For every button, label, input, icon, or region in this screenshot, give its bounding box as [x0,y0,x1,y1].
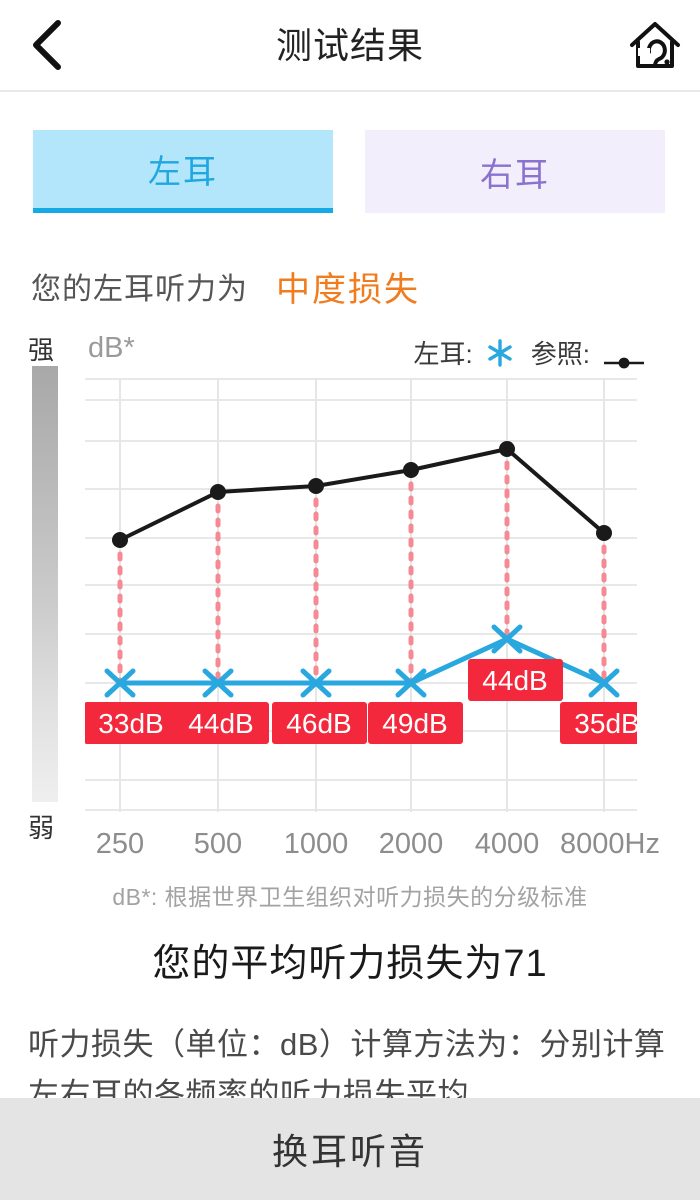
value-badges: 33dB 44dB 46dB 49dB [85,659,637,744]
intensity-gradient-bar [32,366,58,802]
home-ear-icon [630,22,680,68]
value-badge-label: 46dB [286,708,351,739]
back-button[interactable] [16,14,78,76]
left-ear-series-points [104,624,620,698]
value-badge: 35dB [560,702,637,744]
chevron-left-icon [33,20,61,70]
app-header: 测试结果 [0,0,700,92]
chart-footnote: dB*: 根据世界卫生组织对听力损失的分级标准 [112,884,588,910]
audiogram-chart: 强 弱 dB* 左耳: 参照: [0,330,700,910]
y-axis-unit-label: dB* [88,332,135,364]
tab-left-ear[interactable]: 左耳 [33,130,333,213]
tab-right-ear[interactable]: 右耳 [365,130,665,213]
value-badge-label: 44dB [188,708,253,739]
x-tick-500: 500 [193,828,243,860]
tab-right-ear-label: 右耳 [480,155,550,193]
reference-series-points [112,441,612,548]
value-badge: 44dB [468,659,563,701]
result-summary: 您的左耳听力为 中度损失 [0,258,700,314]
dot-line-marker-icon [602,346,646,368]
asterisk-marker-icon [485,338,515,368]
average-loss-text: 您的平均听力损失为71 [152,943,548,985]
drop-lines [117,446,607,686]
axis-label-strong: 强 [28,335,55,365]
vertical-gridlines [119,378,605,812]
switch-ear-button[interactable]: 换耳听音 [0,1098,700,1200]
result-value: 中度损失 [276,270,420,309]
ear-tabs: 左耳 右耳 [0,92,700,232]
x-tick-4000: 4000 [474,828,540,860]
legend-ref-label: 参照: [530,339,590,369]
chart-plot-area: 33dB 44dB 46dB 49dB [85,378,637,812]
value-badge: 44dB [174,702,269,744]
value-badge-label: 33dB [98,708,163,739]
chart-x-axis: 250 500 1000 2000 4000 8000Hz [0,828,700,868]
x-tick-8000: 8000Hz [560,828,660,860]
chart-legend: 左耳: 参照: [414,334,646,371]
value-badge: 33dB [85,702,179,744]
result-label: 您的左耳听力为 [31,273,248,306]
left-ear-series-line [117,636,607,686]
x-tick-250: 250 [95,828,145,860]
value-badge-label: 35dB [574,708,637,739]
switch-ear-button-label: 换耳听音 [271,1131,428,1172]
x-tick-2000: 2000 [378,828,444,860]
legend-ear-label: 左耳: [413,339,473,369]
x-tick-1000: 1000 [283,828,349,860]
home-button[interactable] [624,16,686,76]
value-badge-label: 49dB [382,708,447,739]
axis-label-weak: 弱 [28,813,55,843]
value-badge-label: 44dB [482,665,547,696]
value-badge: 46dB [272,702,367,744]
value-badge: 49dB [368,702,463,744]
page-title: 测试结果 [275,25,424,66]
horizontal-gridlines [85,378,637,811]
tab-left-ear-label: 左耳 [148,153,218,190]
reference-series-line [118,447,606,542]
